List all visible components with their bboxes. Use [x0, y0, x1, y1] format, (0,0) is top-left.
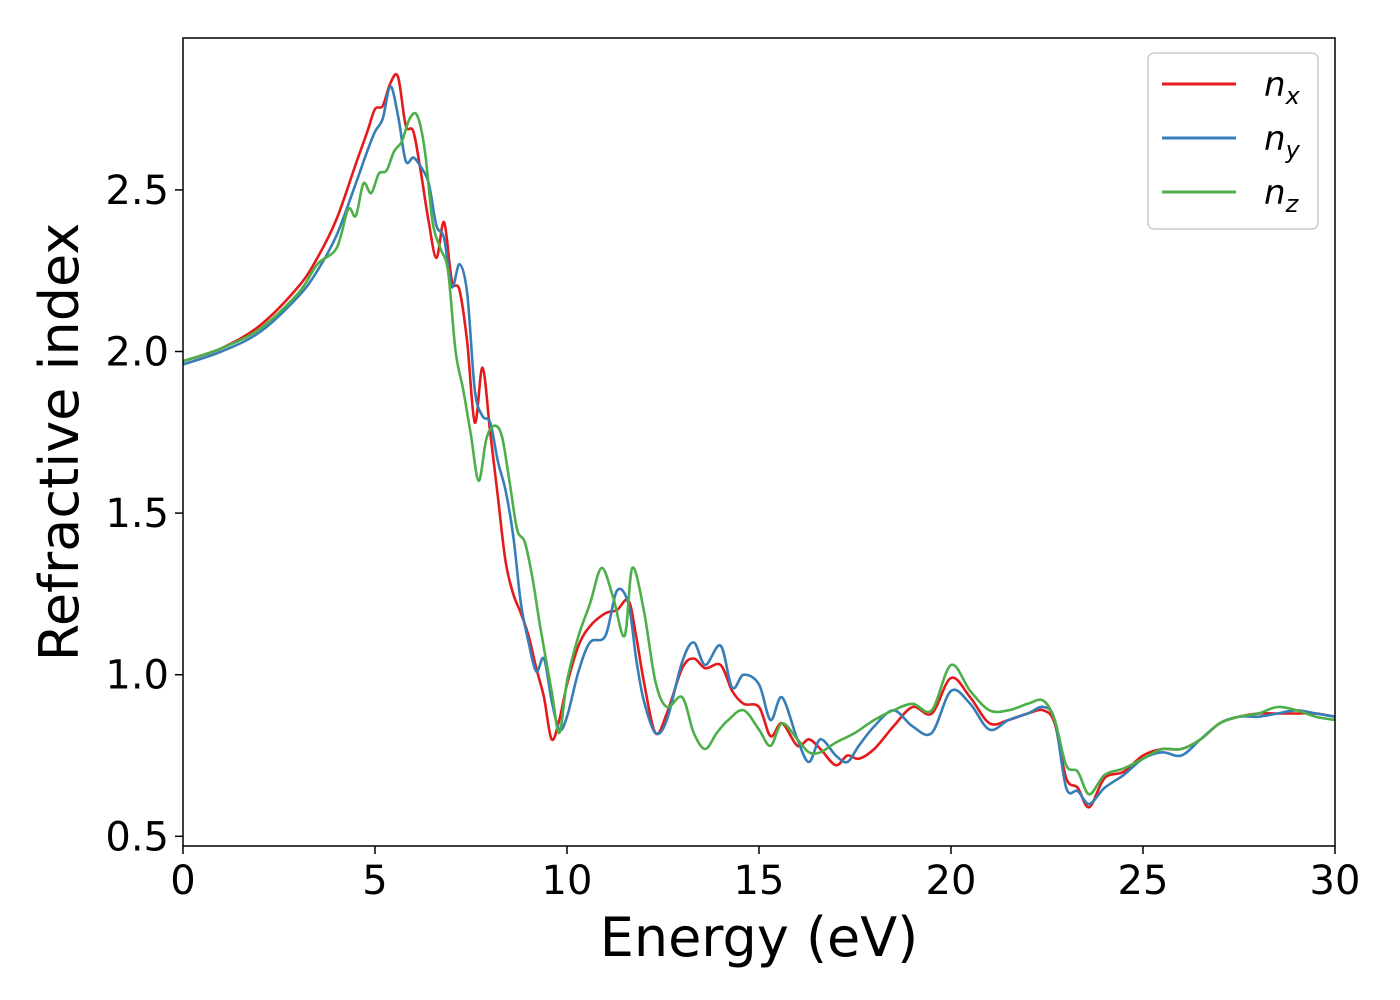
- y-tick-label: 1.0: [105, 653, 169, 699]
- x-axis-ticks: 0 5 10 15 20 25 30: [170, 846, 1360, 904]
- legend-label-nz: nz: [1264, 173, 1300, 218]
- series-line-nz: [182, 111, 1336, 796]
- x-axis-title: Energy (eV): [600, 906, 919, 969]
- plot-lines: [182, 72, 1336, 809]
- y-tick-label: 1.5: [105, 491, 169, 537]
- x-tick-label: 15: [734, 858, 785, 904]
- y-axis-title: Refractive index: [28, 223, 91, 662]
- x-tick-label: 5: [362, 858, 387, 904]
- series-line-ny: [182, 85, 1336, 806]
- x-tick-label: 0: [170, 858, 195, 904]
- legend-label-main: n: [1264, 173, 1286, 213]
- legend-label-subscript: z: [1285, 190, 1300, 218]
- x-tick-label: 30: [1310, 858, 1361, 904]
- legend-label-main: n: [1264, 65, 1286, 105]
- legend-label-nx: nx: [1264, 65, 1301, 110]
- y-tick-label: 2.0: [105, 330, 169, 376]
- x-tick-label: 10: [542, 858, 593, 904]
- legend-label-main: n: [1264, 119, 1286, 159]
- y-axis-ticks: 0.5 1.0 1.5 2.0 2.5: [105, 168, 183, 860]
- legend-label-subscript: x: [1285, 82, 1301, 110]
- x-tick-label: 20: [926, 858, 977, 904]
- series-line-nx: [182, 72, 1336, 809]
- legend-label-ny: ny: [1264, 119, 1301, 164]
- legend-box: [1147, 52, 1319, 230]
- x-tick-label: 25: [1118, 858, 1169, 904]
- y-tick-label: 2.5: [105, 168, 169, 214]
- legend-label-subscript: y: [1285, 136, 1301, 164]
- y-tick-label: 0.5: [105, 814, 169, 860]
